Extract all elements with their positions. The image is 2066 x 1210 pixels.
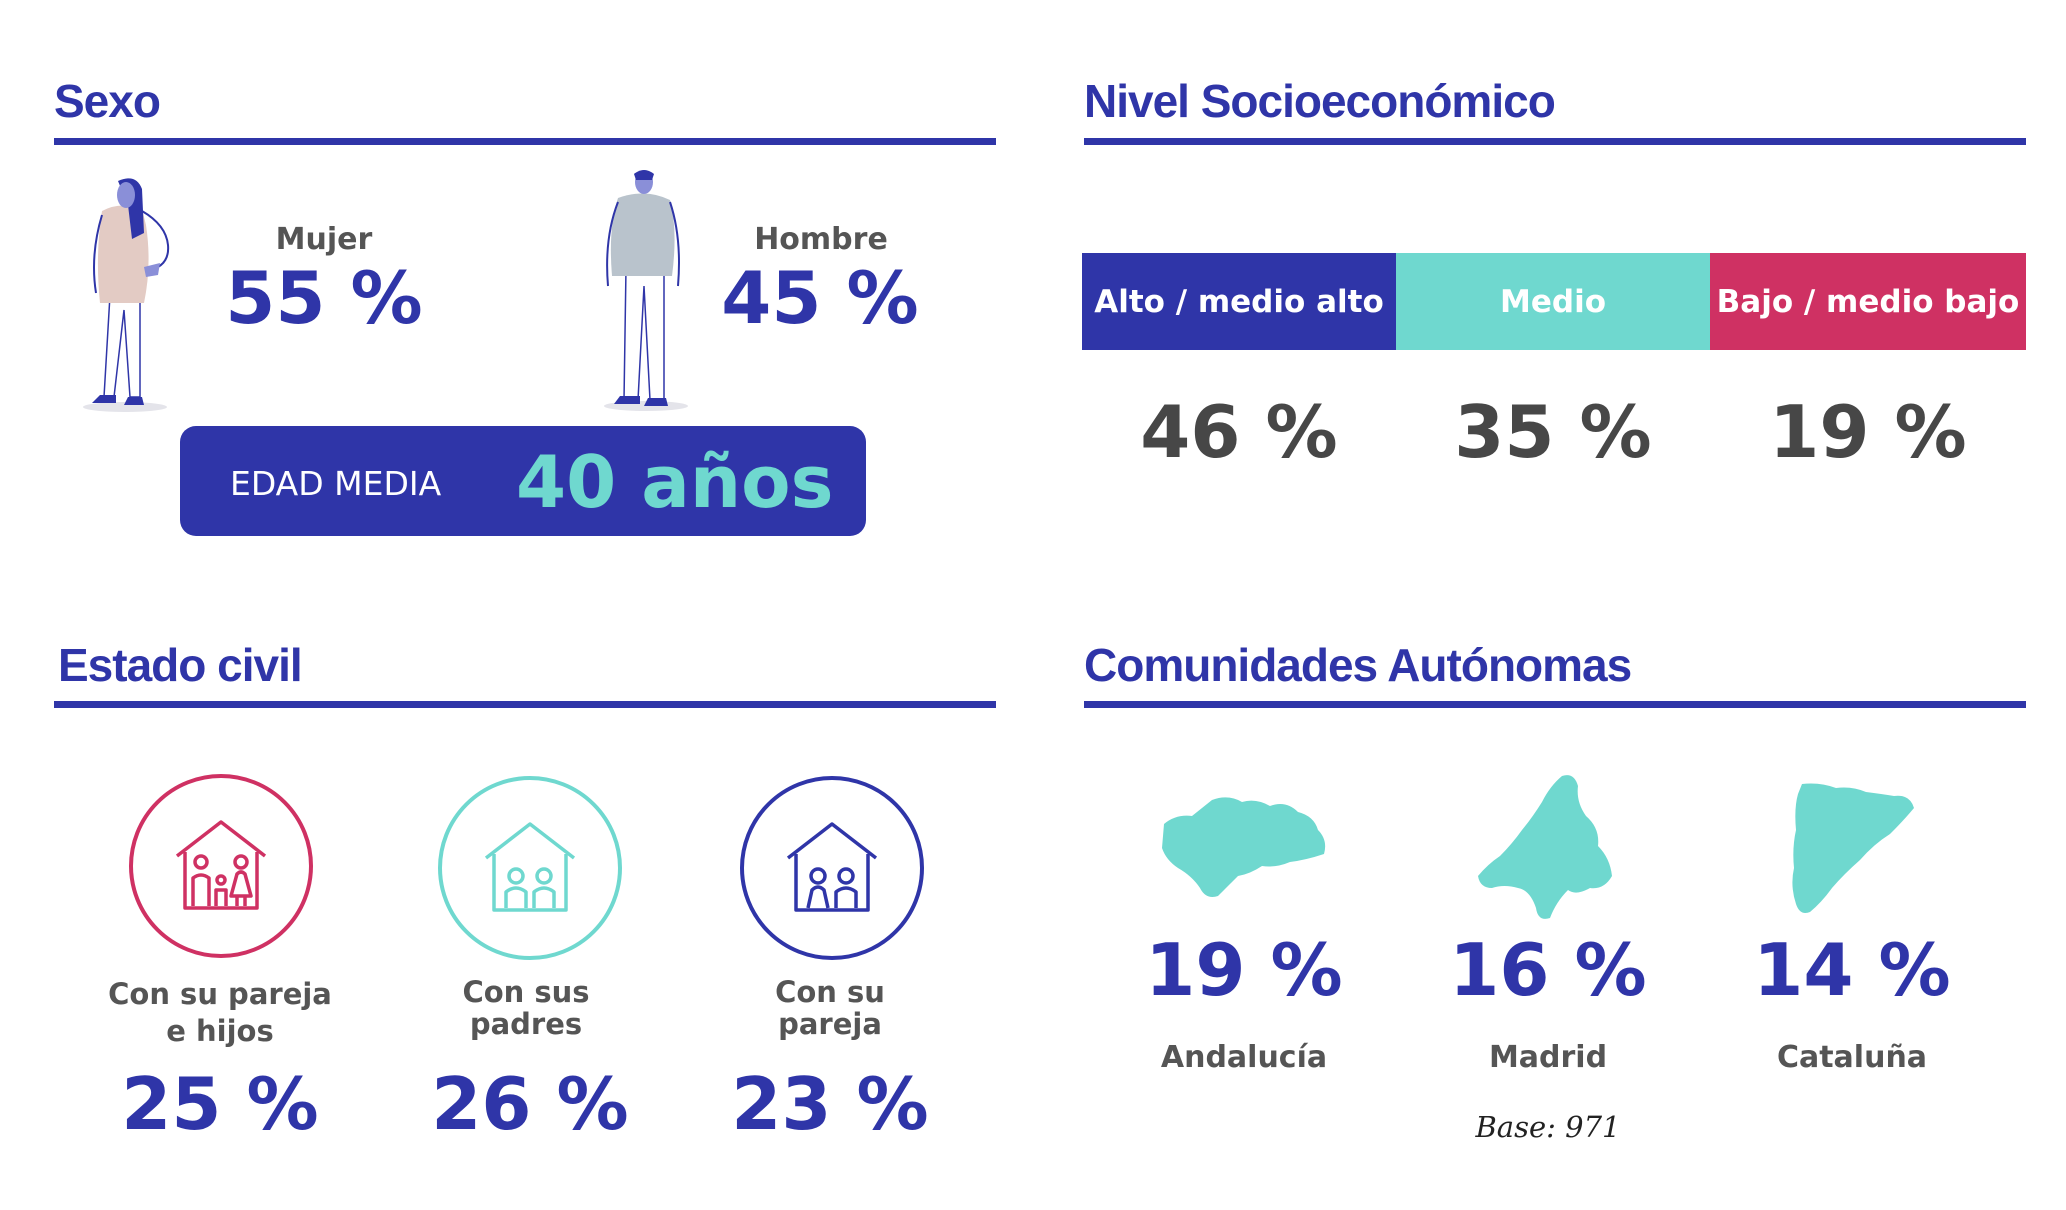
nivel-segment-bajo-label: Bajo / medio bajo: [1716, 283, 2020, 320]
madrid-map-icon: [1478, 775, 1612, 919]
mujer-value: 55 %: [225, 256, 423, 340]
andalucia-label: Andalucía: [1160, 1040, 1328, 1075]
estado-label-pareja: Con su pareja: [680, 976, 980, 1040]
estado-label-pareja-line2: pareja: [778, 1007, 882, 1041]
section-title-comunidades: Comunidades Autónomas: [1084, 639, 1632, 691]
section-title-sexo: Sexo: [54, 75, 161, 127]
family-house-icon: [175, 820, 267, 910]
estado-label-padres-line2: padres: [469, 1007, 583, 1041]
nivel-segment-alto-label: Alto / medio alto: [1094, 283, 1384, 320]
edad-media-label: EDAD MEDIA: [230, 464, 442, 503]
estado-label-pareja-hijos-line1: Con su pareja: [108, 977, 332, 1011]
mujer-label: Mujer: [275, 222, 373, 257]
cataluna-map-icon: [1792, 783, 1914, 913]
estado-label-padres-line1: Con sus: [462, 975, 590, 1009]
nivel-segment-medio: Medio: [1396, 253, 1710, 350]
estado-label-pareja-hijos-line2: e hijos: [166, 1014, 274, 1048]
estado-circle-pareja: [740, 776, 924, 960]
andalucia-value: 19 %: [1145, 928, 1343, 1012]
nivel-medio-value: 35 %: [1454, 390, 1652, 474]
nivel-segment-bajo: Bajo / medio bajo: [1710, 253, 2026, 350]
parents-house-icon: [484, 822, 576, 912]
man-figure-icon: [604, 170, 688, 411]
andalucia-map-icon: [1162, 797, 1326, 897]
cataluna-label: Cataluña: [1776, 1040, 1928, 1075]
estado-label-pareja-line1: Con su: [775, 975, 885, 1009]
section-title-estado: Estado civil: [58, 639, 303, 691]
base-note: Base: 971: [1475, 1110, 1621, 1144]
section-rule-estado: [54, 701, 996, 708]
section-rule-nivel: [1084, 138, 2026, 145]
estado-circle-padres: [438, 776, 622, 960]
estado-label-padres: Con sus padres: [376, 976, 676, 1040]
nivel-bajo-value: 19 %: [1769, 390, 1967, 474]
madrid-label: Madrid: [1488, 1040, 1608, 1075]
section-title-nivel: Nivel Socioeconómico: [1084, 75, 1556, 127]
estado-circle-pareja-hijos: [129, 774, 313, 958]
cataluna-value: 14 %: [1753, 928, 1951, 1012]
estado-value-pareja-hijos: 25 %: [121, 1062, 319, 1146]
estado-label-pareja-hijos: Con su pareja e hijos: [70, 976, 370, 1050]
edad-media-box: EDAD MEDIA 40 años: [180, 426, 866, 536]
nivel-stacked-bar: Alto / medio alto Medio Bajo / medio baj…: [1082, 253, 2026, 350]
couple-house-icon: [786, 822, 878, 912]
estado-value-pareja: 23 %: [731, 1062, 929, 1146]
nivel-alto-value: 46 %: [1140, 390, 1338, 474]
hombre-value: 45 %: [721, 256, 919, 340]
section-rule-comunidades: [1084, 701, 2026, 708]
section-rule-sexo: [54, 138, 996, 145]
hombre-label: Hombre: [754, 222, 888, 257]
woman-figure-icon: [83, 178, 170, 412]
edad-media-value: 40 años: [516, 440, 834, 524]
estado-value-padres: 26 %: [431, 1062, 629, 1146]
nivel-segment-alto: Alto / medio alto: [1082, 253, 1396, 350]
madrid-value: 16 %: [1449, 928, 1647, 1012]
nivel-segment-medio-label: Medio: [1500, 283, 1606, 320]
